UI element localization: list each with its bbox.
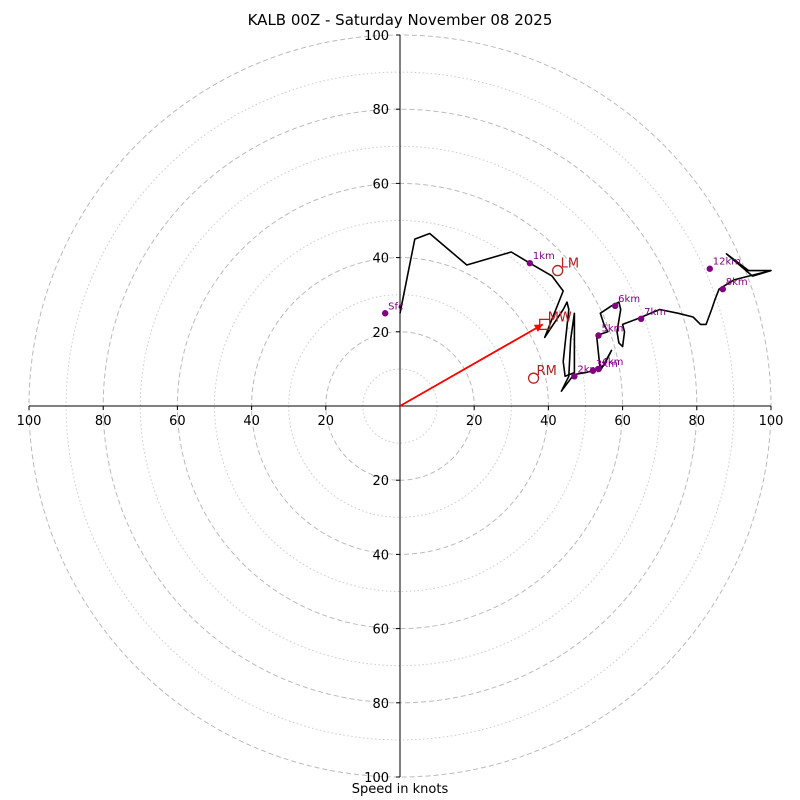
- height-point: [706, 265, 713, 272]
- x-tick-label: 60: [614, 414, 631, 429]
- storm-motion-marker-mw: [539, 318, 551, 331]
- shear-vector-line: [399, 323, 544, 407]
- x-tick-label: 60: [169, 414, 186, 429]
- storm-motion-marker-lm: [552, 264, 564, 277]
- x-tick-label: 80: [689, 414, 706, 429]
- x-tick-label: 100: [759, 414, 784, 429]
- x-axis-label: Speed in knots: [351, 782, 449, 797]
- height-point: [589, 367, 597, 374]
- y-tick-label: 20: [372, 326, 389, 341]
- x-tick-label: 20: [318, 414, 335, 429]
- y-tick-label: 60: [372, 623, 389, 638]
- height-label: 6km: [618, 294, 640, 305]
- y-tick-label: 80: [372, 697, 389, 712]
- height-label: 7km: [644, 307, 666, 318]
- y-tick-label: 100: [364, 29, 389, 44]
- height-point: [719, 285, 726, 293]
- x-tick-label: 40: [540, 414, 557, 429]
- storm-motion-label-lm: LM: [561, 257, 579, 272]
- height-point: [595, 365, 602, 373]
- y-tick-label: 100: [364, 771, 389, 786]
- height-label: 2km: [577, 364, 599, 375]
- height-label: 1km: [533, 251, 555, 262]
- height-point: [611, 302, 619, 310]
- x-tick-label: 80: [95, 414, 112, 429]
- height-label: 8km: [726, 277, 748, 288]
- height-label: 5km: [601, 324, 623, 335]
- shear-vector-arrowhead: [533, 324, 543, 332]
- y-tick-label: 60: [372, 177, 389, 192]
- y-tick-label: 40: [372, 548, 389, 563]
- height-label: 3km: [596, 359, 618, 370]
- storm-motion-marker-rm: [527, 372, 540, 384]
- height-point: [381, 310, 389, 317]
- x-tick-label: 40: [243, 414, 260, 429]
- y-tick-label: 20: [372, 474, 389, 489]
- height-point: [526, 259, 534, 267]
- x-tick-label: 20: [466, 414, 483, 429]
- storm-motion-label-mw: MW: [548, 310, 572, 325]
- height-label: 4km: [601, 357, 623, 368]
- storm-motion-label-rm: RM: [537, 364, 557, 379]
- height-label: Sfc: [388, 301, 403, 312]
- hodograph-trace: [399, 232, 772, 393]
- height-point: [571, 373, 578, 380]
- height-label: 12km: [713, 257, 741, 268]
- height-point: [595, 332, 602, 339]
- chart-title: KALB 00Z - Saturday November 08 2025: [247, 11, 553, 29]
- x-tick-label: 100: [17, 414, 42, 429]
- height-point: [637, 315, 645, 323]
- y-tick-label: 80: [372, 103, 389, 118]
- y-tick-label: 40: [372, 252, 389, 267]
